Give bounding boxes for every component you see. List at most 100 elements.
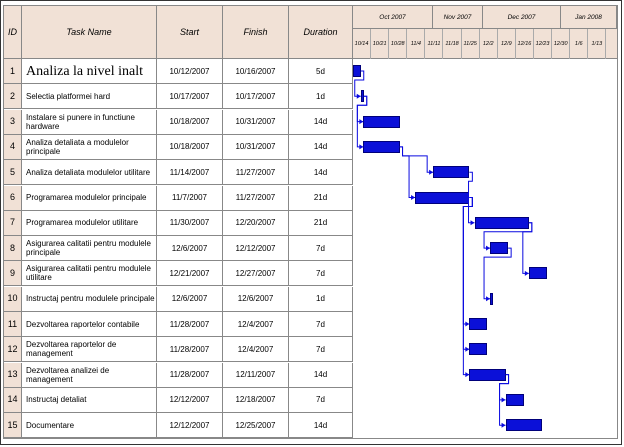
task-start: 11/28/2007 — [157, 362, 223, 387]
table-row[interactable]: 12 Dezvoltarea raportelor de management 11… — [4, 337, 353, 363]
dependency-arrow — [501, 422, 506, 428]
dependency-link — [462, 197, 473, 325]
task-id: 12 — [4, 337, 22, 362]
dependency-arrow — [524, 270, 529, 276]
task-name: Programarea modulelor utilitare — [22, 210, 157, 235]
gantt-bar[interactable] — [474, 216, 529, 229]
task-name: Analiza la nivel inalt — [22, 59, 157, 83]
week-label: 11/11 — [425, 29, 444, 59]
table-row[interactable]: 3 Instalare si punere in functiune hardwa… — [4, 109, 353, 135]
task-id: 2 — [4, 84, 22, 109]
task-name: Instructaj pentru modulele principale — [22, 286, 157, 311]
task-id: 3 — [4, 109, 22, 134]
gantt-bar[interactable] — [353, 65, 361, 77]
table-row[interactable]: 5 Analiza detaliata modulelor utilitare 11… — [4, 160, 353, 186]
week-label: 1/6 — [570, 29, 589, 59]
task-finish: 12/27/2007 — [223, 261, 289, 286]
gantt-bar[interactable] — [469, 368, 506, 381]
gantt-bar[interactable] — [360, 90, 364, 103]
table-row[interactable]: 9 Asigurarea calitatii pentru modulele ut… — [4, 261, 353, 287]
gantt-bar[interactable] — [469, 343, 488, 356]
week-label: 12/30 — [552, 29, 571, 59]
table-row[interactable]: 8 Asigurarea calitatii pentru modulele pr… — [4, 236, 353, 262]
task-name: Instructaj detaliat — [22, 387, 157, 412]
task-finish: 11/27/2007 — [223, 160, 289, 185]
task-id: 14 — [4, 387, 22, 412]
task-duration: 7d — [289, 337, 353, 362]
task-id: 10 — [4, 286, 22, 311]
month-label: Dec 2007 — [483, 6, 561, 29]
dependency-arrow — [359, 144, 364, 150]
header-task-name[interactable]: Task Name — [22, 6, 157, 59]
task-finish: 11/27/2007 — [223, 185, 289, 210]
task-duration: 7d — [289, 312, 353, 336]
gantt-bar[interactable] — [490, 242, 509, 255]
task-id: 7 — [4, 210, 22, 235]
task-name: Dezvoltarea analizei de management — [22, 362, 157, 387]
task-duration: 21d — [289, 210, 353, 235]
week-label: 12/23 — [534, 29, 553, 59]
table-row[interactable]: 1 Analiza la nivel inalt 10/12/2007 10/16/2… — [4, 59, 353, 84]
gantt-bar[interactable] — [469, 318, 488, 330]
week-label: 12/9 — [498, 29, 516, 59]
dependency-links — [354, 70, 533, 428]
dependency-link — [499, 374, 510, 401]
week-label: 11/18 — [444, 29, 462, 59]
table-row[interactable]: 7 Programarea modulelor utilitare 11/30/20… — [4, 210, 353, 236]
task-id: 9 — [4, 261, 22, 286]
task-finish: 12/20/2007 — [223, 210, 289, 235]
week-label: 11/25 — [462, 29, 480, 59]
task-id: 8 — [4, 236, 22, 261]
gantt-bar[interactable] — [363, 140, 400, 153]
month-label: Nov 2007 — [433, 6, 483, 29]
task-finish: 12/11/2007 — [223, 362, 289, 387]
task-duration: 7d — [289, 261, 353, 286]
task-start: 11/14/2007 — [157, 160, 223, 185]
task-name: Selectia platformei hard — [22, 84, 157, 109]
task-finish: 10/31/2007 — [223, 134, 289, 159]
gantt-bar[interactable] — [528, 267, 547, 280]
week-label: 10/14 — [353, 29, 372, 59]
table-row[interactable]: 4 Analiza detaliata a modulelor principal… — [4, 134, 353, 160]
task-id: 15 — [4, 413, 22, 438]
dependency-link — [354, 70, 365, 97]
table-row[interactable]: 14 Instructaj detaliat 12/12/2007 12/18/200… — [4, 387, 353, 413]
task-finish: 12/4/2007 — [223, 312, 289, 336]
dependency-link — [399, 146, 434, 173]
month-label: Jan 2008 — [561, 6, 617, 29]
header-duration[interactable]: Duration — [289, 6, 353, 59]
gantt-bar[interactable] — [505, 419, 542, 432]
dependency-arrow — [501, 397, 506, 403]
task-start: 12/6/2007 — [157, 286, 223, 311]
task-duration: 1d — [289, 286, 353, 311]
week-label: 12/16 — [516, 29, 534, 59]
table-row[interactable]: 13 Dezvoltarea analizei de management 11/2… — [4, 362, 353, 388]
gantt-bar[interactable] — [490, 292, 494, 305]
task-duration: 7d — [289, 387, 353, 412]
task-id: 11 — [4, 312, 22, 336]
task-start: 12/12/2007 — [157, 387, 223, 412]
header-id[interactable]: ID — [4, 6, 22, 59]
header-start[interactable]: Start — [157, 6, 223, 59]
gantt-bar[interactable] — [433, 166, 470, 179]
task-id: 5 — [4, 160, 22, 185]
task-name: Analiza detaliata modulelor utilitare — [22, 160, 157, 185]
table-row[interactable]: 15 Documentare 12/12/2007 12/25/2007 14d — [4, 413, 353, 439]
gantt-bar[interactable] — [505, 393, 524, 406]
dependency-arrow — [429, 169, 434, 175]
dependency-arrow — [486, 296, 491, 302]
dependency-link — [499, 374, 510, 426]
task-duration: 1d — [289, 84, 353, 109]
table-row[interactable]: 2 Selectia platformei hard 10/17/2007 10/17… — [4, 84, 353, 110]
task-id: 1 — [4, 59, 22, 83]
dependency-link — [522, 222, 533, 274]
gantt-bar[interactable] — [363, 115, 400, 128]
table-row[interactable]: 6 Programarea modulelor principale 11/7/20… — [4, 185, 353, 211]
table-row[interactable]: 10 Instructaj pentru modulele principale 1… — [4, 286, 353, 312]
table-row[interactable]: 11 Dezvoltarea raportelor contabile 11/28/… — [4, 312, 353, 337]
dependency-arrow — [359, 119, 364, 125]
header-finish[interactable]: Finish — [223, 6, 289, 59]
task-name: Asigurarea calitatii pentru modulele pri… — [22, 236, 157, 261]
task-duration: 14d — [289, 362, 353, 387]
dependency-arrow — [465, 346, 470, 352]
